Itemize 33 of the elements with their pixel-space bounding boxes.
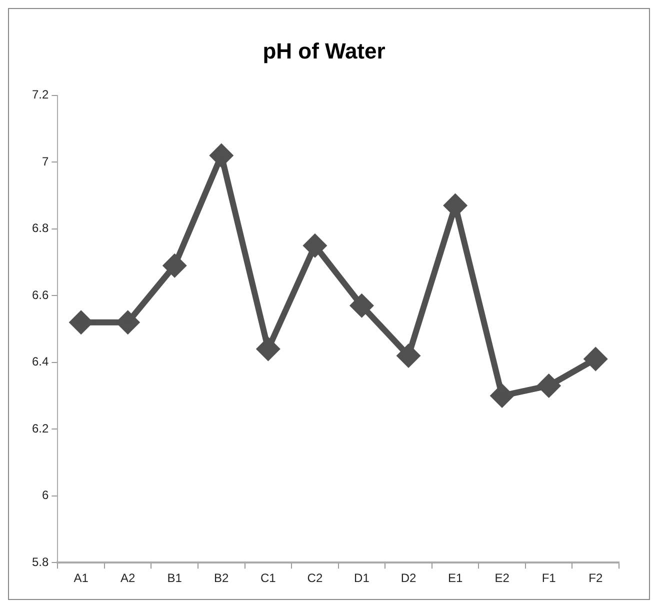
x-tick-label: C2 [307,571,323,586]
y-tick-label: 7 [42,154,49,168]
y-tick-label: 6.4 [32,354,49,369]
y-tick-label: 6.6 [32,288,49,302]
point [350,294,373,317]
x-tick-label: F1 [542,571,556,586]
point [491,384,514,407]
point [116,311,139,334]
x-tick-label: F2 [588,571,603,586]
point [584,348,607,370]
x-tick-label: D2 [400,571,416,586]
point [164,254,186,277]
x-tick-label: A1 [74,571,89,586]
y-tick-label: 7.2 [32,88,49,102]
x-tick-label: E1 [448,571,463,586]
y-tick-label: 6 [42,488,49,502]
x-tick-label: B1 [167,571,182,586]
point [304,234,326,257]
point [538,374,560,397]
y-tick-label: 6.2 [32,421,49,436]
x-tick-label: E2 [494,571,510,586]
point [398,344,420,367]
point [444,194,466,217]
x-tick-label: B2 [214,571,230,586]
x-tick-label: A2 [120,571,136,586]
y-tick-label: 6.8 [32,221,49,236]
y-tick-label: 5.8 [32,554,49,569]
chart-title: pH of Water [262,38,386,64]
x-tick-label: C1 [260,571,276,586]
point [210,144,232,166]
point [257,338,280,360]
point [70,311,92,334]
x-tick-label: D1 [354,571,370,586]
